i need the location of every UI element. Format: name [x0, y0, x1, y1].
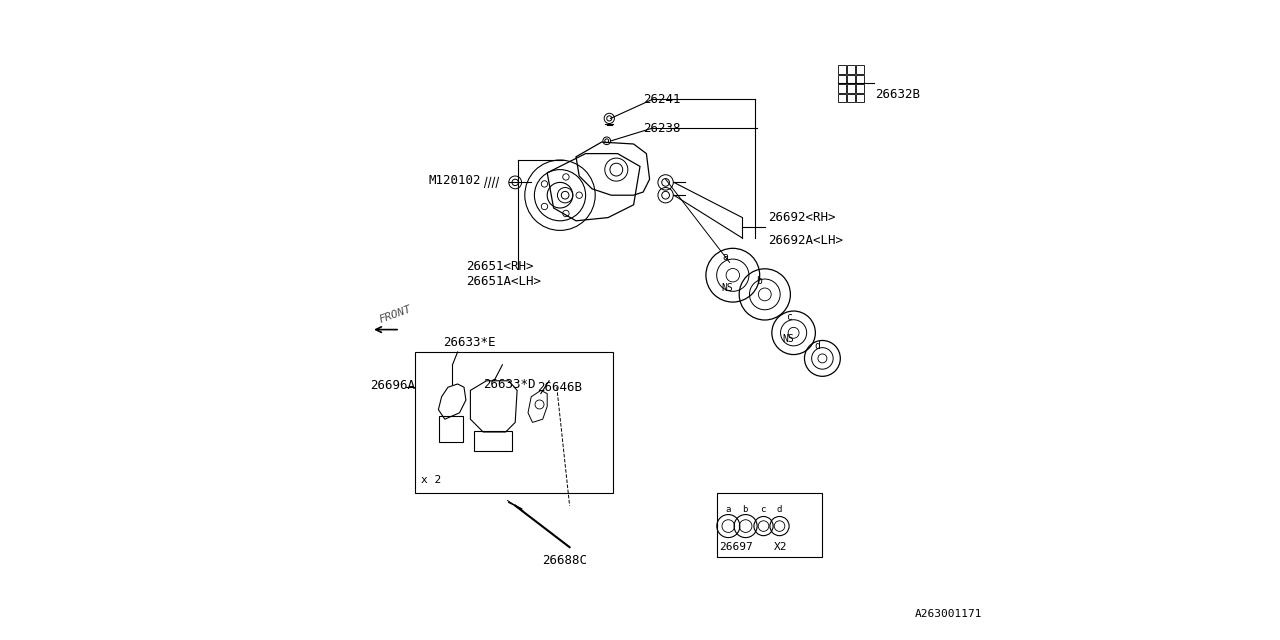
Bar: [856, 75, 864, 83]
Bar: [474, 431, 512, 451]
Bar: [847, 94, 855, 102]
Text: 26241: 26241: [644, 93, 681, 106]
Text: 26633*E: 26633*E: [443, 336, 495, 349]
Bar: [847, 65, 855, 74]
Text: b: b: [756, 276, 763, 286]
Bar: [847, 84, 855, 93]
Text: 26696A: 26696A: [370, 380, 415, 392]
Bar: [838, 84, 846, 93]
Text: c: c: [760, 505, 765, 514]
Text: 26688C: 26688C: [543, 554, 588, 566]
Text: FRONT: FRONT: [378, 304, 412, 325]
Text: 26633*D: 26633*D: [484, 378, 536, 390]
Bar: [838, 94, 846, 102]
Bar: [856, 65, 864, 74]
Text: M120102: M120102: [429, 174, 481, 187]
Text: 26632B: 26632B: [876, 88, 920, 101]
Text: 26238: 26238: [644, 122, 681, 134]
Text: 26692<RH>: 26692<RH>: [768, 211, 836, 224]
Text: 26651<RH>: 26651<RH>: [466, 260, 534, 273]
Bar: [847, 75, 855, 83]
Bar: [439, 416, 463, 442]
Text: d: d: [776, 505, 782, 514]
Text: 26692A<LH>: 26692A<LH>: [768, 234, 844, 246]
Bar: [838, 65, 846, 74]
Bar: [717, 493, 823, 557]
Bar: [838, 75, 846, 83]
Text: c: c: [786, 312, 792, 322]
Text: NS: NS: [722, 283, 733, 293]
Text: 26651A<LH>: 26651A<LH>: [466, 275, 541, 288]
Bar: [856, 94, 864, 102]
Bar: [856, 84, 864, 93]
Text: 26646B: 26646B: [538, 381, 582, 394]
Text: A263001171: A263001171: [915, 609, 983, 620]
Text: a: a: [722, 253, 728, 262]
Text: b: b: [742, 505, 748, 514]
Text: X2: X2: [774, 543, 788, 552]
Text: x 2: x 2: [421, 475, 442, 485]
Text: 26697: 26697: [719, 543, 753, 552]
Text: d: d: [815, 341, 820, 351]
Text: a: a: [724, 505, 731, 514]
Text: NS: NS: [783, 334, 795, 344]
Bar: [415, 352, 613, 493]
